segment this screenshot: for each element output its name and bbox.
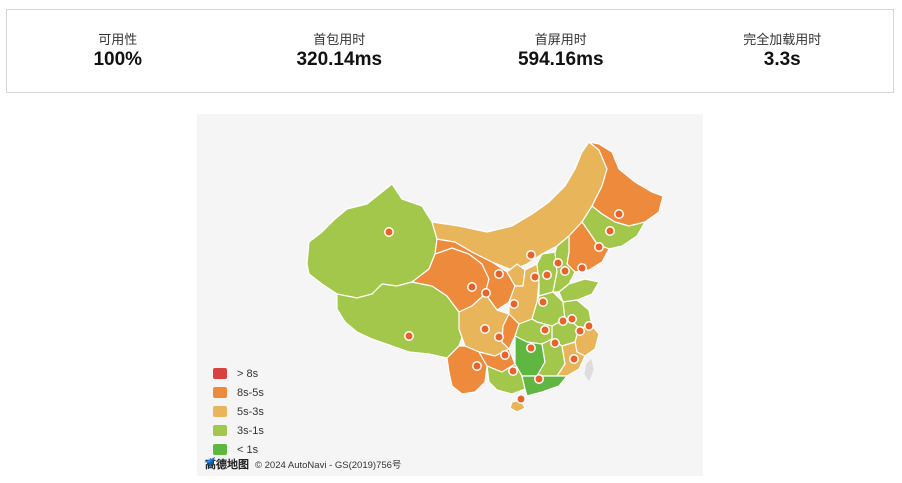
legend-swatch — [213, 425, 227, 436]
city-marker-icon[interactable] — [509, 299, 519, 309]
city-marker-icon[interactable] — [575, 326, 585, 336]
legend-swatch — [213, 387, 227, 398]
city-marker-icon[interactable] — [605, 226, 615, 236]
city-marker-icon[interactable] — [472, 361, 482, 371]
legend-label: < 1s — [237, 443, 259, 456]
city-marker-icon[interactable] — [384, 227, 394, 237]
city-marker-icon[interactable] — [508, 366, 518, 376]
city-marker-icon[interactable] — [538, 297, 548, 307]
stat-first-byte-time: 首包用时 320.14ms — [229, 32, 451, 71]
city-marker-icon[interactable] — [614, 209, 624, 219]
legend-swatch — [213, 406, 227, 417]
city-marker-icon[interactable] — [584, 321, 594, 331]
city-marker-icon[interactable] — [480, 324, 490, 334]
region-hebei[interactable] — [552, 235, 576, 293]
city-marker-icon[interactable] — [526, 343, 536, 353]
stat-value: 594.16ms — [517, 48, 604, 70]
city-marker-icon[interactable] — [481, 288, 491, 298]
legend-label: 5s-3s — [237, 405, 264, 418]
city-marker-icon[interactable] — [540, 325, 550, 335]
city-marker-icon[interactable] — [558, 316, 568, 326]
stat-label: 可用性 — [98, 31, 138, 47]
legend-item-over-8s[interactable]: > 8s — [213, 364, 264, 383]
city-marker-icon[interactable] — [526, 250, 536, 260]
stat-value: 320.14ms — [296, 48, 383, 70]
city-marker-icon[interactable] — [516, 394, 526, 404]
region-guangdong[interactable] — [521, 375, 568, 397]
legend-item-3s-1s[interactable]: 3s-1s — [213, 421, 264, 440]
city-marker-icon[interactable] — [404, 331, 414, 341]
city-marker-icon[interactable] — [577, 263, 587, 273]
stat-label: 完全加载用时 — [743, 31, 822, 47]
stat-value: 100% — [93, 48, 143, 70]
stat-label: 首包用时 — [313, 31, 366, 47]
city-marker-icon[interactable] — [560, 266, 570, 276]
city-marker-icon[interactable] — [494, 332, 504, 342]
stat-first-screen-time: 首屏用时 594.16ms — [450, 32, 672, 71]
city-marker-icon[interactable] — [594, 242, 604, 252]
metrics-summary-panel: 可用性 100% 首包用时 320.14ms 首屏用时 594.16ms 完全加… — [6, 9, 894, 93]
city-marker-icon[interactable] — [500, 350, 510, 360]
region-yunnan[interactable] — [446, 345, 488, 395]
stat-full-load-time: 完全加载用时 3.3s — [672, 32, 894, 71]
legend-item-under-1s[interactable]: < 1s — [213, 440, 264, 459]
map-legend: > 8s 8s-5s 5s-3s 3s-1s < 1s — [213, 364, 264, 459]
legend-label: > 8s — [237, 367, 259, 380]
city-marker-icon[interactable] — [567, 314, 577, 324]
region-taiwan[interactable] — [584, 359, 594, 381]
stat-availability: 可用性 100% — [7, 32, 229, 71]
copyright-text: © 2024 AutoNavi - GS(2019)756号 — [255, 460, 402, 471]
map-canvas[interactable] — [197, 114, 703, 476]
city-markers — [384, 209, 624, 404]
stat-value: 3.3s — [763, 48, 801, 70]
legend-label: 8s-5s — [237, 386, 264, 399]
legend-item-5s-3s[interactable]: 5s-3s — [213, 402, 264, 421]
city-marker-icon[interactable] — [569, 354, 579, 364]
city-marker-icon[interactable] — [553, 258, 563, 268]
stat-label: 首屏用时 — [534, 31, 587, 47]
city-marker-icon[interactable] — [494, 269, 504, 279]
legend-item-8s-5s[interactable]: 8s-5s — [213, 383, 264, 402]
amap-logo-icon[interactable]: 高德地图 — [203, 456, 249, 472]
city-marker-icon[interactable] — [467, 282, 477, 292]
legend-swatch — [213, 444, 227, 455]
map-attribution: 高德地图 © 2024 AutoNavi - GS(2019)756号 — [203, 456, 401, 472]
legend-label: 3s-1s — [237, 424, 264, 437]
city-marker-icon[interactable] — [542, 270, 552, 280]
legend-swatch — [213, 368, 227, 379]
china-performance-map[interactable]: > 8s 8s-5s 5s-3s 3s-1s < 1s 高德地图 © 2024 … — [197, 114, 703, 476]
amap-logo-text: 高德地图 — [205, 459, 249, 471]
city-marker-icon[interactable] — [530, 272, 540, 282]
city-marker-icon[interactable] — [550, 338, 560, 348]
city-marker-icon[interactable] — [534, 374, 544, 384]
